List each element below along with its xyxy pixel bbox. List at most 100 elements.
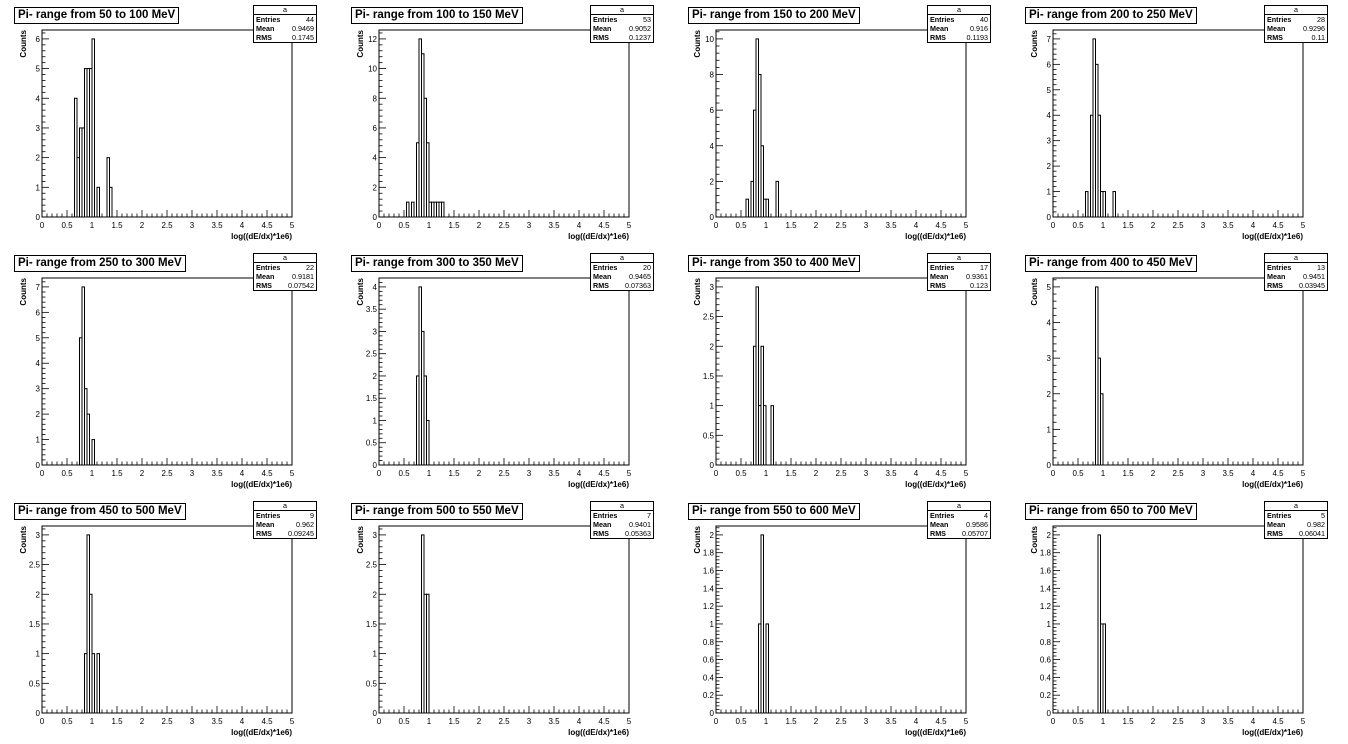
- y-axis-label: Counts: [1030, 525, 1039, 553]
- histogram-bin: [91, 38, 95, 218]
- x-tick-label: 0: [714, 717, 719, 726]
- stats-box: a Entries 53 Mean 0.9052 RMS 0.1237: [590, 5, 654, 43]
- histogram-plot: 0 0.5 1 1.5 2 2.5 3 3.5 4 4.5 5 0 0.2 0.4 0.6 0.8 1 1.2 1.…: [693, 525, 969, 737]
- y-tick-label: 0: [36, 461, 41, 470]
- x-tick-label: 1.5: [111, 717, 123, 726]
- y-tick-label: 0: [710, 709, 715, 718]
- stats-rms-row: RMS 0.06041: [1265, 529, 1327, 538]
- stats-box: a Entries 17 Mean 0.9361 RMS 0.123: [927, 253, 991, 291]
- x-tick-label: 2.5: [161, 469, 173, 478]
- x-tick-label: 1.5: [448, 221, 460, 230]
- y-tick-label: 10: [368, 65, 377, 74]
- stats-entries-label: Entries: [1267, 263, 1292, 272]
- x-tick-label: 1: [1101, 221, 1106, 230]
- histogram-bin: [426, 593, 430, 714]
- stats-rms-label: RMS: [1267, 529, 1283, 538]
- plot-frame: [715, 525, 967, 714]
- stats-box: a Entries 22 Mean 0.9181 RMS 0.07542: [253, 253, 317, 291]
- stats-mean-row: Mean 0.916: [928, 24, 990, 33]
- histogram-bin: [411, 201, 415, 218]
- histogram-bin: [426, 419, 430, 466]
- x-tick-label: 5: [1301, 221, 1306, 230]
- y-tick-label: 0.4: [703, 673, 715, 682]
- y-tick-label: 0: [1047, 461, 1052, 470]
- histogram-bin: [1102, 623, 1106, 714]
- histogram-plot: 0 0.5 1 1.5 2 2.5 3 3.5 4 4.5 5 0 0.5 1 1.5 2 2.5 3 3.5 4 lo…: [356, 277, 632, 489]
- stats-mean-row: Mean 0.9465: [591, 272, 653, 281]
- stats-rms-row: RMS 0.07542: [254, 281, 316, 290]
- stats-entries-value: 5: [1321, 511, 1325, 520]
- histogram-plot: 0 0.5 1 1.5 2 2.5 3 3.5 4 4.5 5 0 0.2 0.4 0.6 0.8 1 1.2 1.…: [1030, 525, 1306, 737]
- x-tick-label: 4.5: [935, 221, 947, 230]
- stats-name: a: [928, 6, 990, 15]
- stats-rms-row: RMS 0.05707: [928, 529, 990, 538]
- y-axis-label: Counts: [693, 29, 702, 57]
- x-tick-label: 0: [377, 469, 382, 478]
- y-tick-label: 8: [373, 94, 378, 103]
- x-tick-label: 1: [90, 221, 95, 230]
- stats-box: a Entries 5 Mean 0.982 RMS 0.06041: [1264, 501, 1328, 539]
- stats-box: a Entries 4 Mean 0.9586 RMS 0.05707: [927, 501, 991, 539]
- y-tick-label: 1.4: [703, 584, 715, 593]
- y-tick-label: 1: [1047, 425, 1052, 434]
- x-tick-label: 5: [290, 469, 295, 478]
- stats-rms-label: RMS: [593, 529, 609, 538]
- stats-rms-row: RMS 0.09245: [254, 529, 316, 538]
- y-axis-label: Counts: [19, 29, 28, 57]
- stats-entries-value: 28: [1317, 15, 1325, 24]
- y-tick-label: 0: [373, 709, 378, 718]
- x-tick-label: 5: [1301, 469, 1306, 478]
- stats-rms-label: RMS: [930, 529, 946, 538]
- plot-title: Pi- range from 200 to 250 MeV: [1025, 7, 1197, 24]
- stats-mean-label: Mean: [1267, 24, 1286, 33]
- stats-entries-value: 44: [306, 15, 314, 24]
- x-axis-label: log((dE/dx)*1e6): [905, 728, 966, 737]
- x-tick-label: 2.5: [835, 717, 847, 726]
- y-tick-label: 3: [1047, 137, 1052, 146]
- y-tick-label: 4: [373, 154, 378, 163]
- y-tick-label: 0.6: [703, 656, 715, 665]
- y-tick-label: 0.5: [703, 431, 715, 440]
- stats-mean-value: 0.9052: [629, 24, 651, 33]
- histogram-pad: 0 0.5 1 1.5 2 2.5 3 3.5 4 4.5 5 0 0.5 1 1.5 2 2.5 3 3.5 4 lo…: [337, 248, 674, 496]
- stats-rms-label: RMS: [1267, 281, 1283, 290]
- stats-entries-value: 4: [984, 511, 988, 520]
- histogram-bin: [770, 405, 774, 466]
- x-tick-label: 2: [140, 717, 145, 726]
- x-tick-label: 5: [1301, 717, 1306, 726]
- y-tick-label: 1.6: [1040, 567, 1052, 576]
- stats-rms-row: RMS 0.1745: [254, 33, 316, 42]
- stats-box: a Entries 13 Mean 0.9451 RMS 0.03945: [1264, 253, 1328, 291]
- stats-mean-label: Mean: [930, 272, 949, 281]
- stats-mean-label: Mean: [256, 272, 275, 281]
- histogram-bin: [109, 186, 113, 218]
- y-tick-label: 5: [1047, 86, 1052, 95]
- histogram-plot: 0 0.5 1 1.5 2 2.5 3 3.5 4 4.5 5 0 2 4 6 8 10 12 log((dE/dx…: [356, 29, 632, 241]
- stats-name: a: [591, 6, 653, 15]
- stats-mean-label: Mean: [1267, 520, 1286, 529]
- histogram-pad: 0 0.5 1 1.5 2 2.5 3 3.5 4 4.5 5 0 2 4 6 8 10 12 log((dE/dx…: [337, 0, 674, 248]
- x-tick-label: 3.5: [548, 221, 560, 230]
- histogram-plot: 0 0.5 1 1.5 2 2.5 3 3.5 4 4.5 5 0 1 2 3 4 5 6 log((dE/dx)*…: [19, 29, 295, 241]
- y-tick-label: 3: [1047, 354, 1052, 363]
- stats-box: a Entries 9 Mean 0.962 RMS 0.09245: [253, 501, 317, 539]
- x-tick-label: 5: [964, 469, 969, 478]
- histogram-plot: 0 0.5 1 1.5 2 2.5 3 3.5 4 4.5 5 0 1 2 3 4 5 6 7 log((dE/dx)…: [1030, 29, 1306, 241]
- y-tick-label: 0: [36, 709, 41, 718]
- stats-entries-value: 22: [306, 263, 314, 272]
- y-tick-label: 1: [710, 402, 715, 411]
- histogram-bin: [81, 286, 85, 466]
- x-tick-label: 0: [1051, 221, 1056, 230]
- stats-name: a: [1265, 6, 1327, 15]
- histogram-bin: [96, 186, 100, 218]
- x-tick-label: 3: [864, 717, 869, 726]
- x-tick-label: 1.5: [785, 717, 797, 726]
- histogram-bin: [760, 145, 764, 218]
- x-tick-label: 2.5: [1172, 221, 1184, 230]
- histogram-bin: [406, 201, 410, 218]
- y-tick-label: 0.5: [366, 439, 378, 448]
- x-tick-label: 2: [477, 717, 482, 726]
- stats-rms-row: RMS 0.07363: [591, 281, 653, 290]
- x-tick-label: 1.5: [111, 221, 123, 230]
- stats-entries-value: 17: [980, 263, 988, 272]
